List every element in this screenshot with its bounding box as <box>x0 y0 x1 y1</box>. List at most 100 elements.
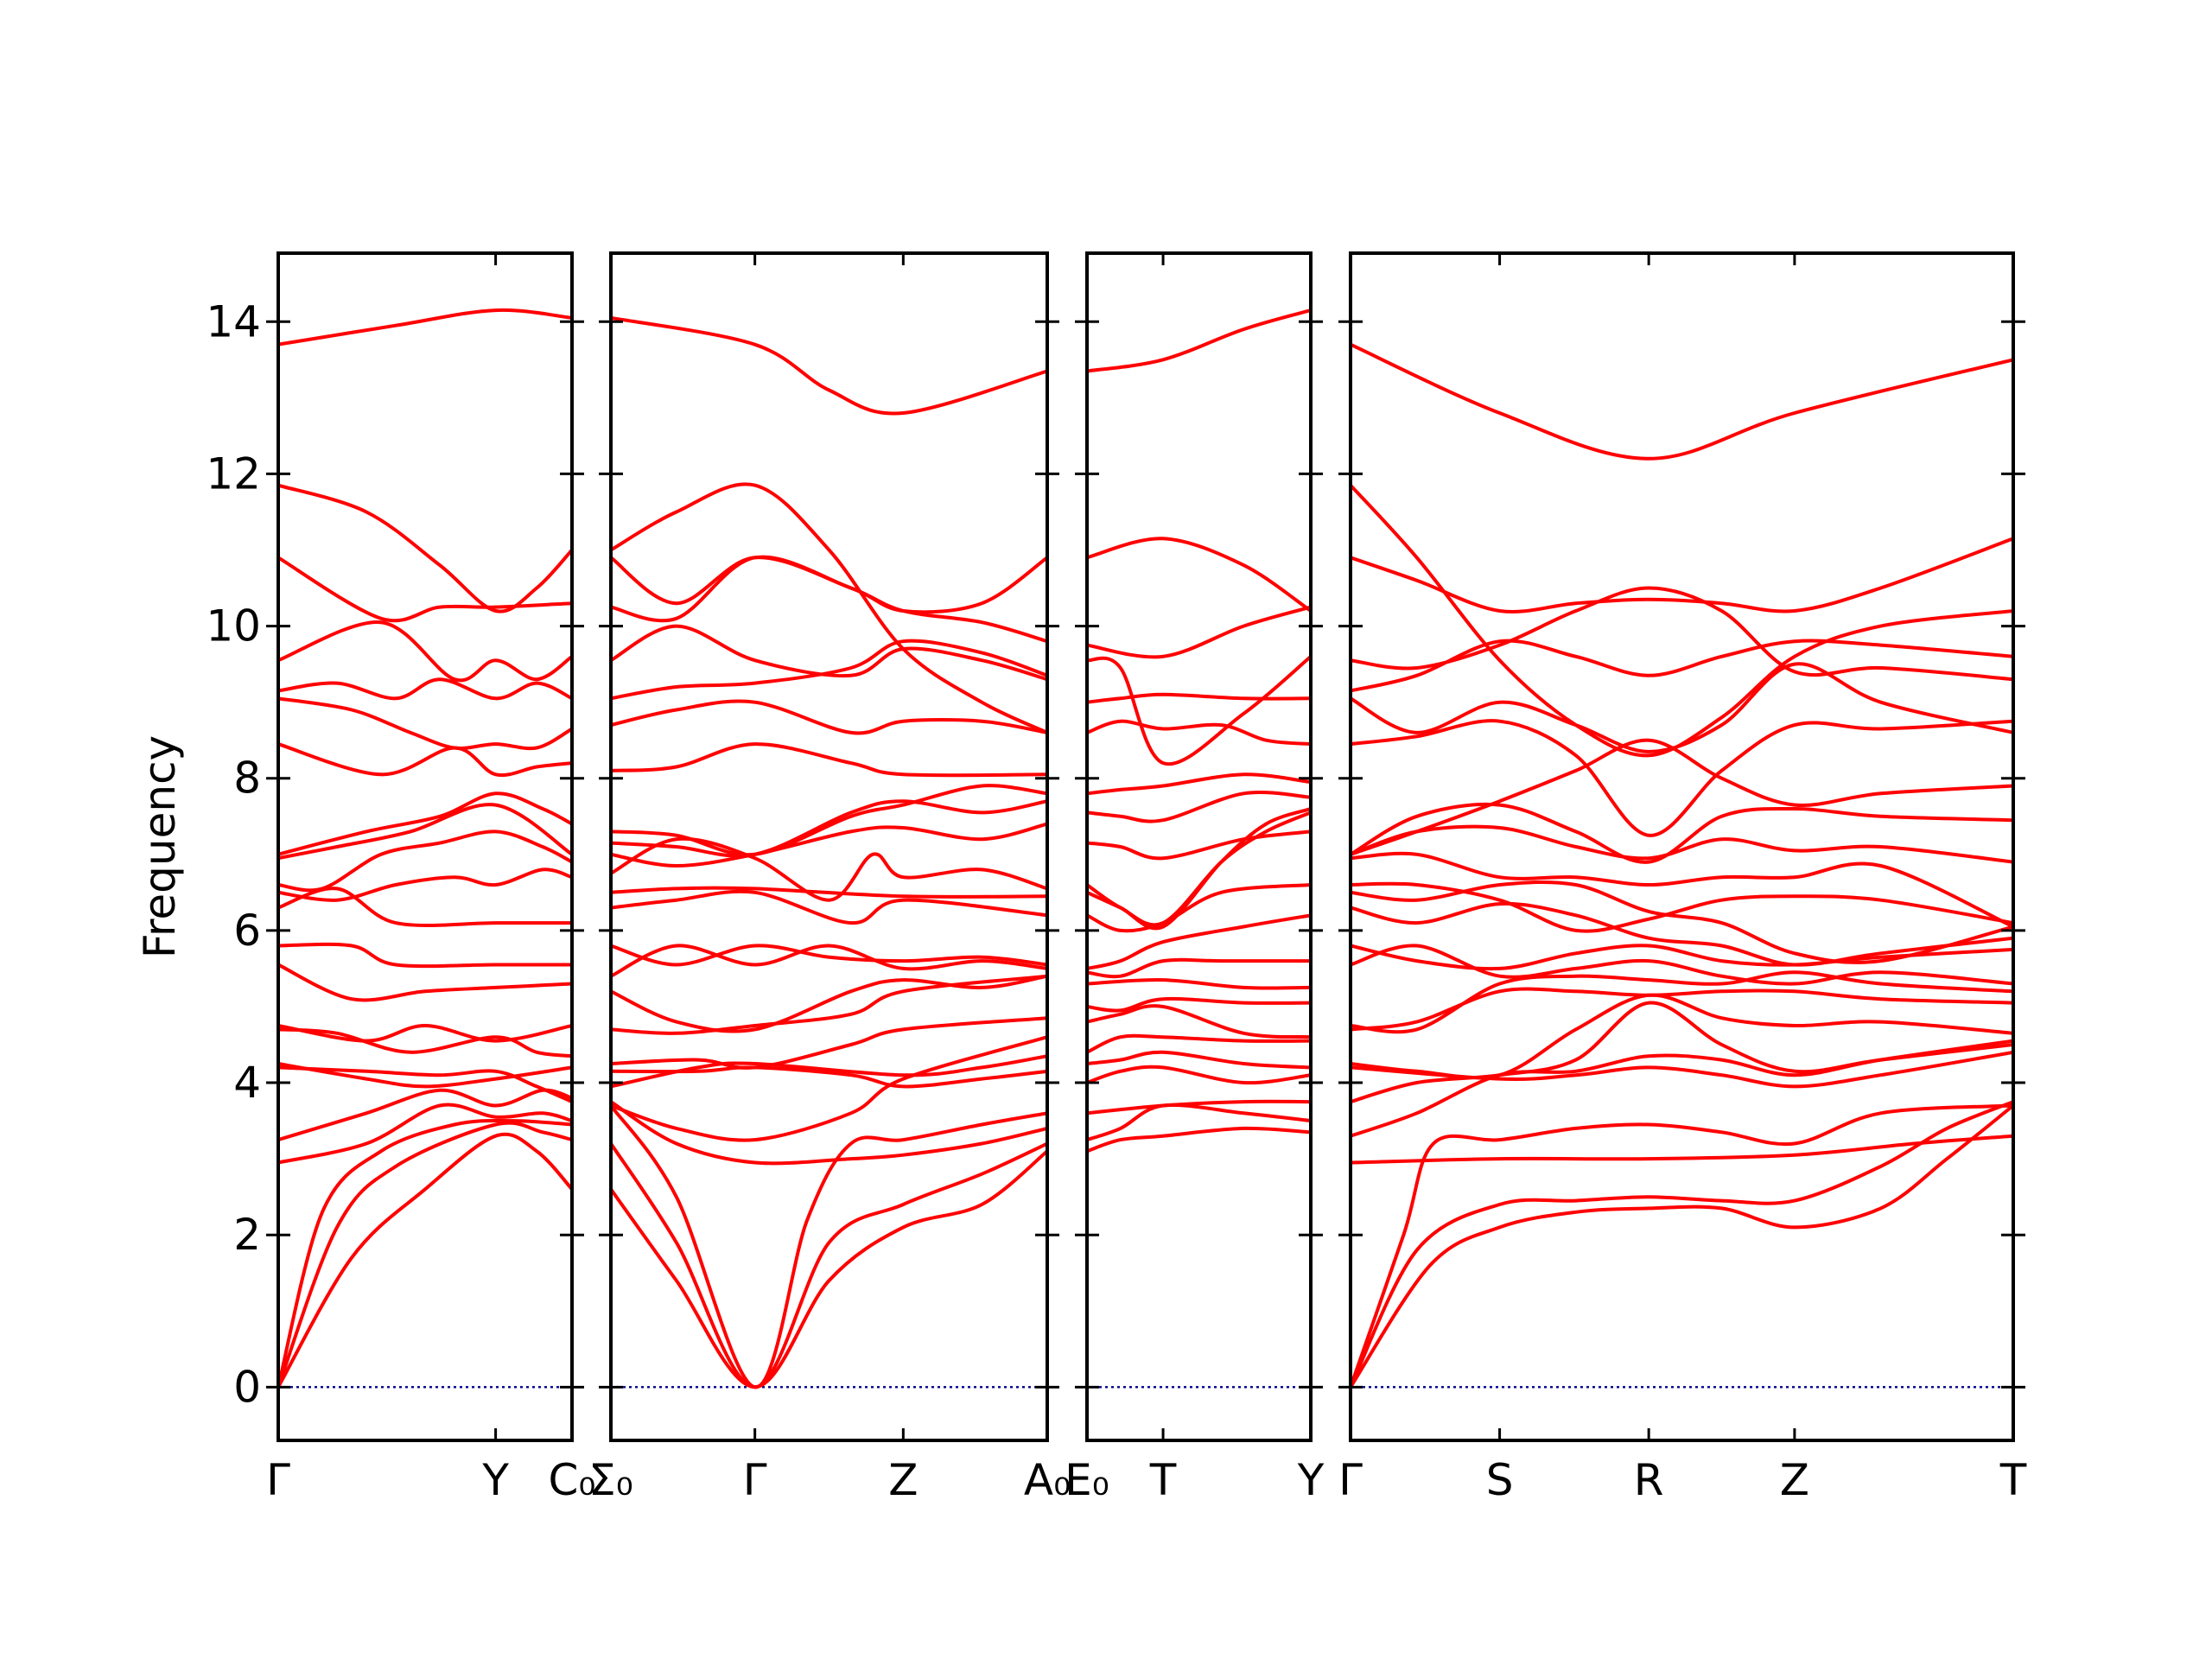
phonon-band-line <box>611 1149 1047 1389</box>
phonon-band-line <box>278 1103 572 1165</box>
phonon-band-line <box>1351 662 2013 753</box>
phonon-band-line <box>1351 342 2013 461</box>
phonon-band-line <box>1351 802 2013 864</box>
phonon-band-line <box>611 482 1047 734</box>
phonon-band-line <box>278 1118 572 1389</box>
phonon-band-line <box>611 1016 1047 1070</box>
phonon-band-line <box>1087 996 1311 1013</box>
panel-frame <box>1349 251 2015 1442</box>
phonon-band-line <box>611 742 1047 778</box>
phonon-band-line <box>611 1141 1047 1389</box>
panel-frame <box>276 251 574 1442</box>
phonon-band-line <box>1351 824 2013 864</box>
y-tick-label: 2 <box>233 1210 261 1260</box>
phonon-band-line <box>278 1027 572 1058</box>
y-tick-label: 6 <box>233 906 261 956</box>
band-lines <box>611 315 1047 1389</box>
phonon-band-line <box>278 1065 572 1104</box>
band-panel-2: Σ₀ Γ Z A₀ <box>588 251 1071 1505</box>
phonon-band-line <box>1351 639 2013 693</box>
phonon-band-line <box>1351 1103 2013 1389</box>
phonon-band-line <box>278 556 572 623</box>
phonon-band-line <box>1087 978 1311 990</box>
band-lines <box>278 308 572 1389</box>
phonon-band-line <box>611 1065 1047 1089</box>
phonon-band-line <box>1087 1126 1311 1154</box>
phonon-band-line <box>611 1103 1047 1389</box>
phonon-band-line <box>278 887 572 928</box>
phonon-band-line <box>611 836 1047 902</box>
phonon-band-line <box>1351 880 2013 964</box>
phonon-band-line <box>278 1121 572 1389</box>
phonon-band-line <box>1087 537 1311 613</box>
phonon-band-line <box>278 677 572 701</box>
phonon-band-line <box>1087 830 1311 861</box>
phonon-band-line <box>611 1035 1047 1142</box>
phonon-band-line <box>1087 692 1311 704</box>
phonon-band-line <box>1087 719 1311 747</box>
phonon-band-line <box>278 803 572 861</box>
phonon-band-line <box>1351 993 2013 1080</box>
y-axis-tick-labels: 0 2 4 6 8 10 12 14 <box>206 296 261 1412</box>
phonon-band-line <box>1087 772 1311 796</box>
phonon-band-line <box>611 974 1047 1033</box>
phonon-band-line <box>611 944 1047 967</box>
high-symmetry-point-label: R <box>1634 1455 1664 1505</box>
phonon-band-line <box>611 315 1047 416</box>
panel-frame <box>1085 251 1313 1442</box>
phonon-band-line <box>611 624 1047 682</box>
phonon-band-line <box>611 889 1047 925</box>
phonon-band-line <box>1087 810 1311 927</box>
y-tick-label: 14 <box>206 296 261 346</box>
high-symmetry-point-label: Γ <box>266 1455 290 1505</box>
high-symmetry-point-label: Y <box>481 1455 509 1505</box>
y-tick-label: 4 <box>233 1058 261 1108</box>
phonon-band-line <box>611 886 1047 899</box>
phonon-band-line <box>1351 901 2013 967</box>
phonon-band-line <box>278 830 572 893</box>
high-symmetry-point-label: A₀ <box>1024 1455 1071 1505</box>
phonon-band-line <box>611 822 1047 868</box>
phonon-band-line <box>1087 1099 1311 1116</box>
high-symmetry-point-label: Γ <box>743 1455 767 1505</box>
phonon-band-line <box>1351 851 2013 929</box>
phonon-band-line <box>1087 1033 1311 1054</box>
high-symmetry-point-label: T <box>1149 1455 1177 1505</box>
band-lines <box>1351 342 2013 1389</box>
phonon-band-line <box>611 555 1047 644</box>
phonon-band-line <box>611 699 1047 735</box>
phonon-band-line <box>278 1024 572 1043</box>
high-symmetry-point-label: Z <box>888 1455 918 1505</box>
phonon-band-line <box>278 942 572 969</box>
phonon-band-line <box>278 696 572 751</box>
high-symmetry-point-label: Γ <box>1338 1455 1363 1505</box>
high-symmetry-point-label: Y <box>1297 1455 1325 1505</box>
band-panel-1: Γ Y C₀ <box>266 251 596 1505</box>
phonon-band-line <box>1087 1050 1311 1070</box>
phonon-band-line <box>278 620 572 683</box>
phonon-band-line <box>1351 944 2013 971</box>
phonon-band-line <box>1351 970 2013 1034</box>
band-panel-3: E₀ T Y <box>1065 251 1325 1505</box>
phonon-band-line <box>611 556 1047 614</box>
phonon-band-line <box>1351 1050 2013 1089</box>
phonon-band-line <box>1351 483 2013 758</box>
y-axis-title: Frequency <box>135 735 185 958</box>
phonon-band-line <box>1351 881 2013 933</box>
phonon-band-line <box>1351 738 2013 856</box>
phonon-band-line <box>611 784 1047 857</box>
phonon-band-line <box>611 1100 1047 1166</box>
phonon-band-line <box>278 1132 572 1389</box>
phonon-band-line <box>1087 308 1311 373</box>
phonon-band-line <box>278 308 572 346</box>
phonon-band-line <box>1351 1103 2013 1389</box>
high-symmetry-point-label: C₀ <box>549 1455 596 1505</box>
high-symmetry-point-label: E₀ <box>1065 1455 1109 1505</box>
phonon-band-line <box>1351 1001 2013 1104</box>
high-symmetry-point-label: Σ₀ <box>588 1455 633 1505</box>
phonon-band-line <box>278 791 572 856</box>
phonon-band-line <box>1351 586 2013 682</box>
